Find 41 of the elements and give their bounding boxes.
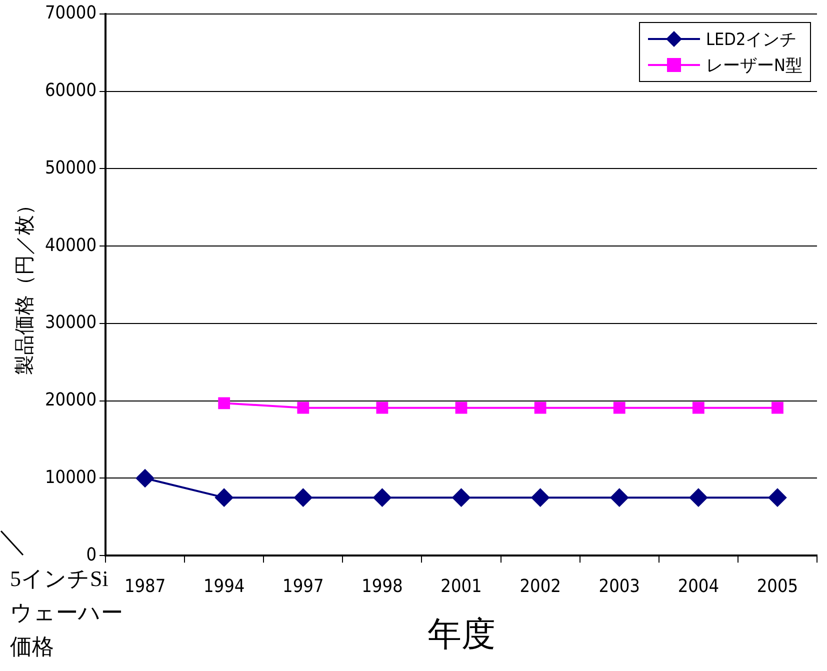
- point: [610, 488, 628, 507]
- x-axis-title: 年度: [427, 614, 496, 654]
- y-tick-label: 20000: [44, 390, 97, 411]
- y-tick-label: 0: [86, 544, 97, 566]
- point: [294, 488, 312, 507]
- y-tick-label: 50000: [44, 157, 97, 178]
- x-tick-label: 1997: [282, 576, 324, 598]
- y-tick-label: 60000: [44, 80, 97, 102]
- text: ウェーハー: [10, 599, 123, 627]
- point: [373, 488, 392, 507]
- x-tick-label: 1987: [124, 576, 166, 598]
- legend-label: LED2インチ: [706, 28, 797, 50]
- point: [215, 488, 234, 507]
- x-tick-label: 1994: [203, 576, 245, 598]
- y-tick-label: 10000: [44, 466, 97, 488]
- point: [772, 402, 784, 414]
- point: [689, 488, 708, 507]
- point: [297, 402, 310, 414]
- point: [613, 402, 626, 414]
- point: [218, 397, 230, 410]
- point: [452, 488, 470, 507]
- y-tick-label: 70000: [44, 2, 97, 24]
- y-tick-label: 30000: [44, 312, 97, 334]
- x-tick-label: 2001: [440, 576, 482, 598]
- point: [455, 402, 468, 414]
- point: [136, 469, 154, 488]
- point: [692, 402, 704, 414]
- point: [531, 488, 550, 507]
- x-tick-label: 2002: [520, 576, 561, 598]
- x-tick-label: 2004: [678, 576, 720, 598]
- legend-label: レーザーN型: [706, 54, 802, 76]
- y-axis-title: 製品価格（円／枚）: [12, 194, 36, 375]
- text: 価格: [10, 633, 54, 661]
- x-tick-label: 2005: [756, 576, 798, 598]
- y-tick-label: 40000: [44, 234, 97, 256]
- x-tick-label: 1998: [362, 576, 403, 598]
- point: [534, 402, 546, 414]
- point: [768, 488, 786, 507]
- text: 5インチSi: [10, 565, 108, 593]
- x-tick-label: 2003: [598, 576, 640, 598]
- point: [376, 402, 388, 414]
